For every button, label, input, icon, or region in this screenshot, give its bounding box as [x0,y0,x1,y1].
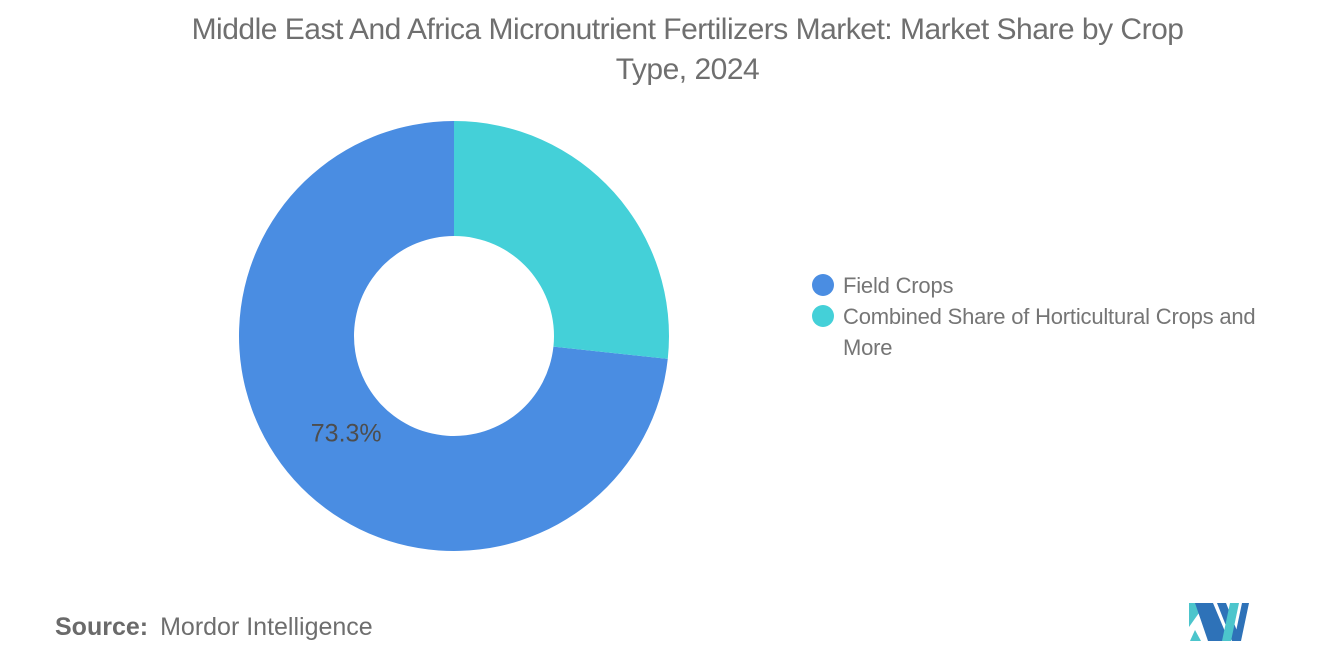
chart-title: Middle East And Africa Micronutrient Fer… [0,10,1320,90]
slice-value-label: 73.3% [311,420,382,448]
logo-teal-stripe [1222,603,1239,641]
source-label: Source: [55,613,149,641]
legend-marker-field-crops [812,274,834,296]
chart-title-line-1: Middle East And Africa Micronutrient Fer… [191,13,1184,46]
legend-item-combined-share[interactable]: Combined Share of Horticultural Crops an… [812,301,1292,363]
logo-blue-bar [1234,603,1249,641]
legend-marker-combined-share [812,305,834,327]
mordor-intelligence-logo [1189,603,1249,641]
logo-blue-stroke-1 [1195,603,1229,641]
source-value: Mordor Intelligence [160,613,373,641]
donut-slice-field-crops[interactable] [238,121,668,551]
legend-label-combined-share: Combined Share of Horticultural Crops an… [843,304,1256,360]
legend-item-field-crops[interactable]: Field Crops [812,270,1292,301]
source-line: Source: Mordor Intelligence [55,612,373,642]
donut-slice-combined-share-of-horticultural-crops-and-more[interactable] [454,121,669,359]
logo-teal-corner [1190,630,1201,641]
chart-title-line-2: Type, 2024 [615,53,760,86]
legend-label-field-crops: Field Crops [843,273,954,298]
chart-legend: Field Crops Combined Share of Horticultu… [812,270,1292,363]
